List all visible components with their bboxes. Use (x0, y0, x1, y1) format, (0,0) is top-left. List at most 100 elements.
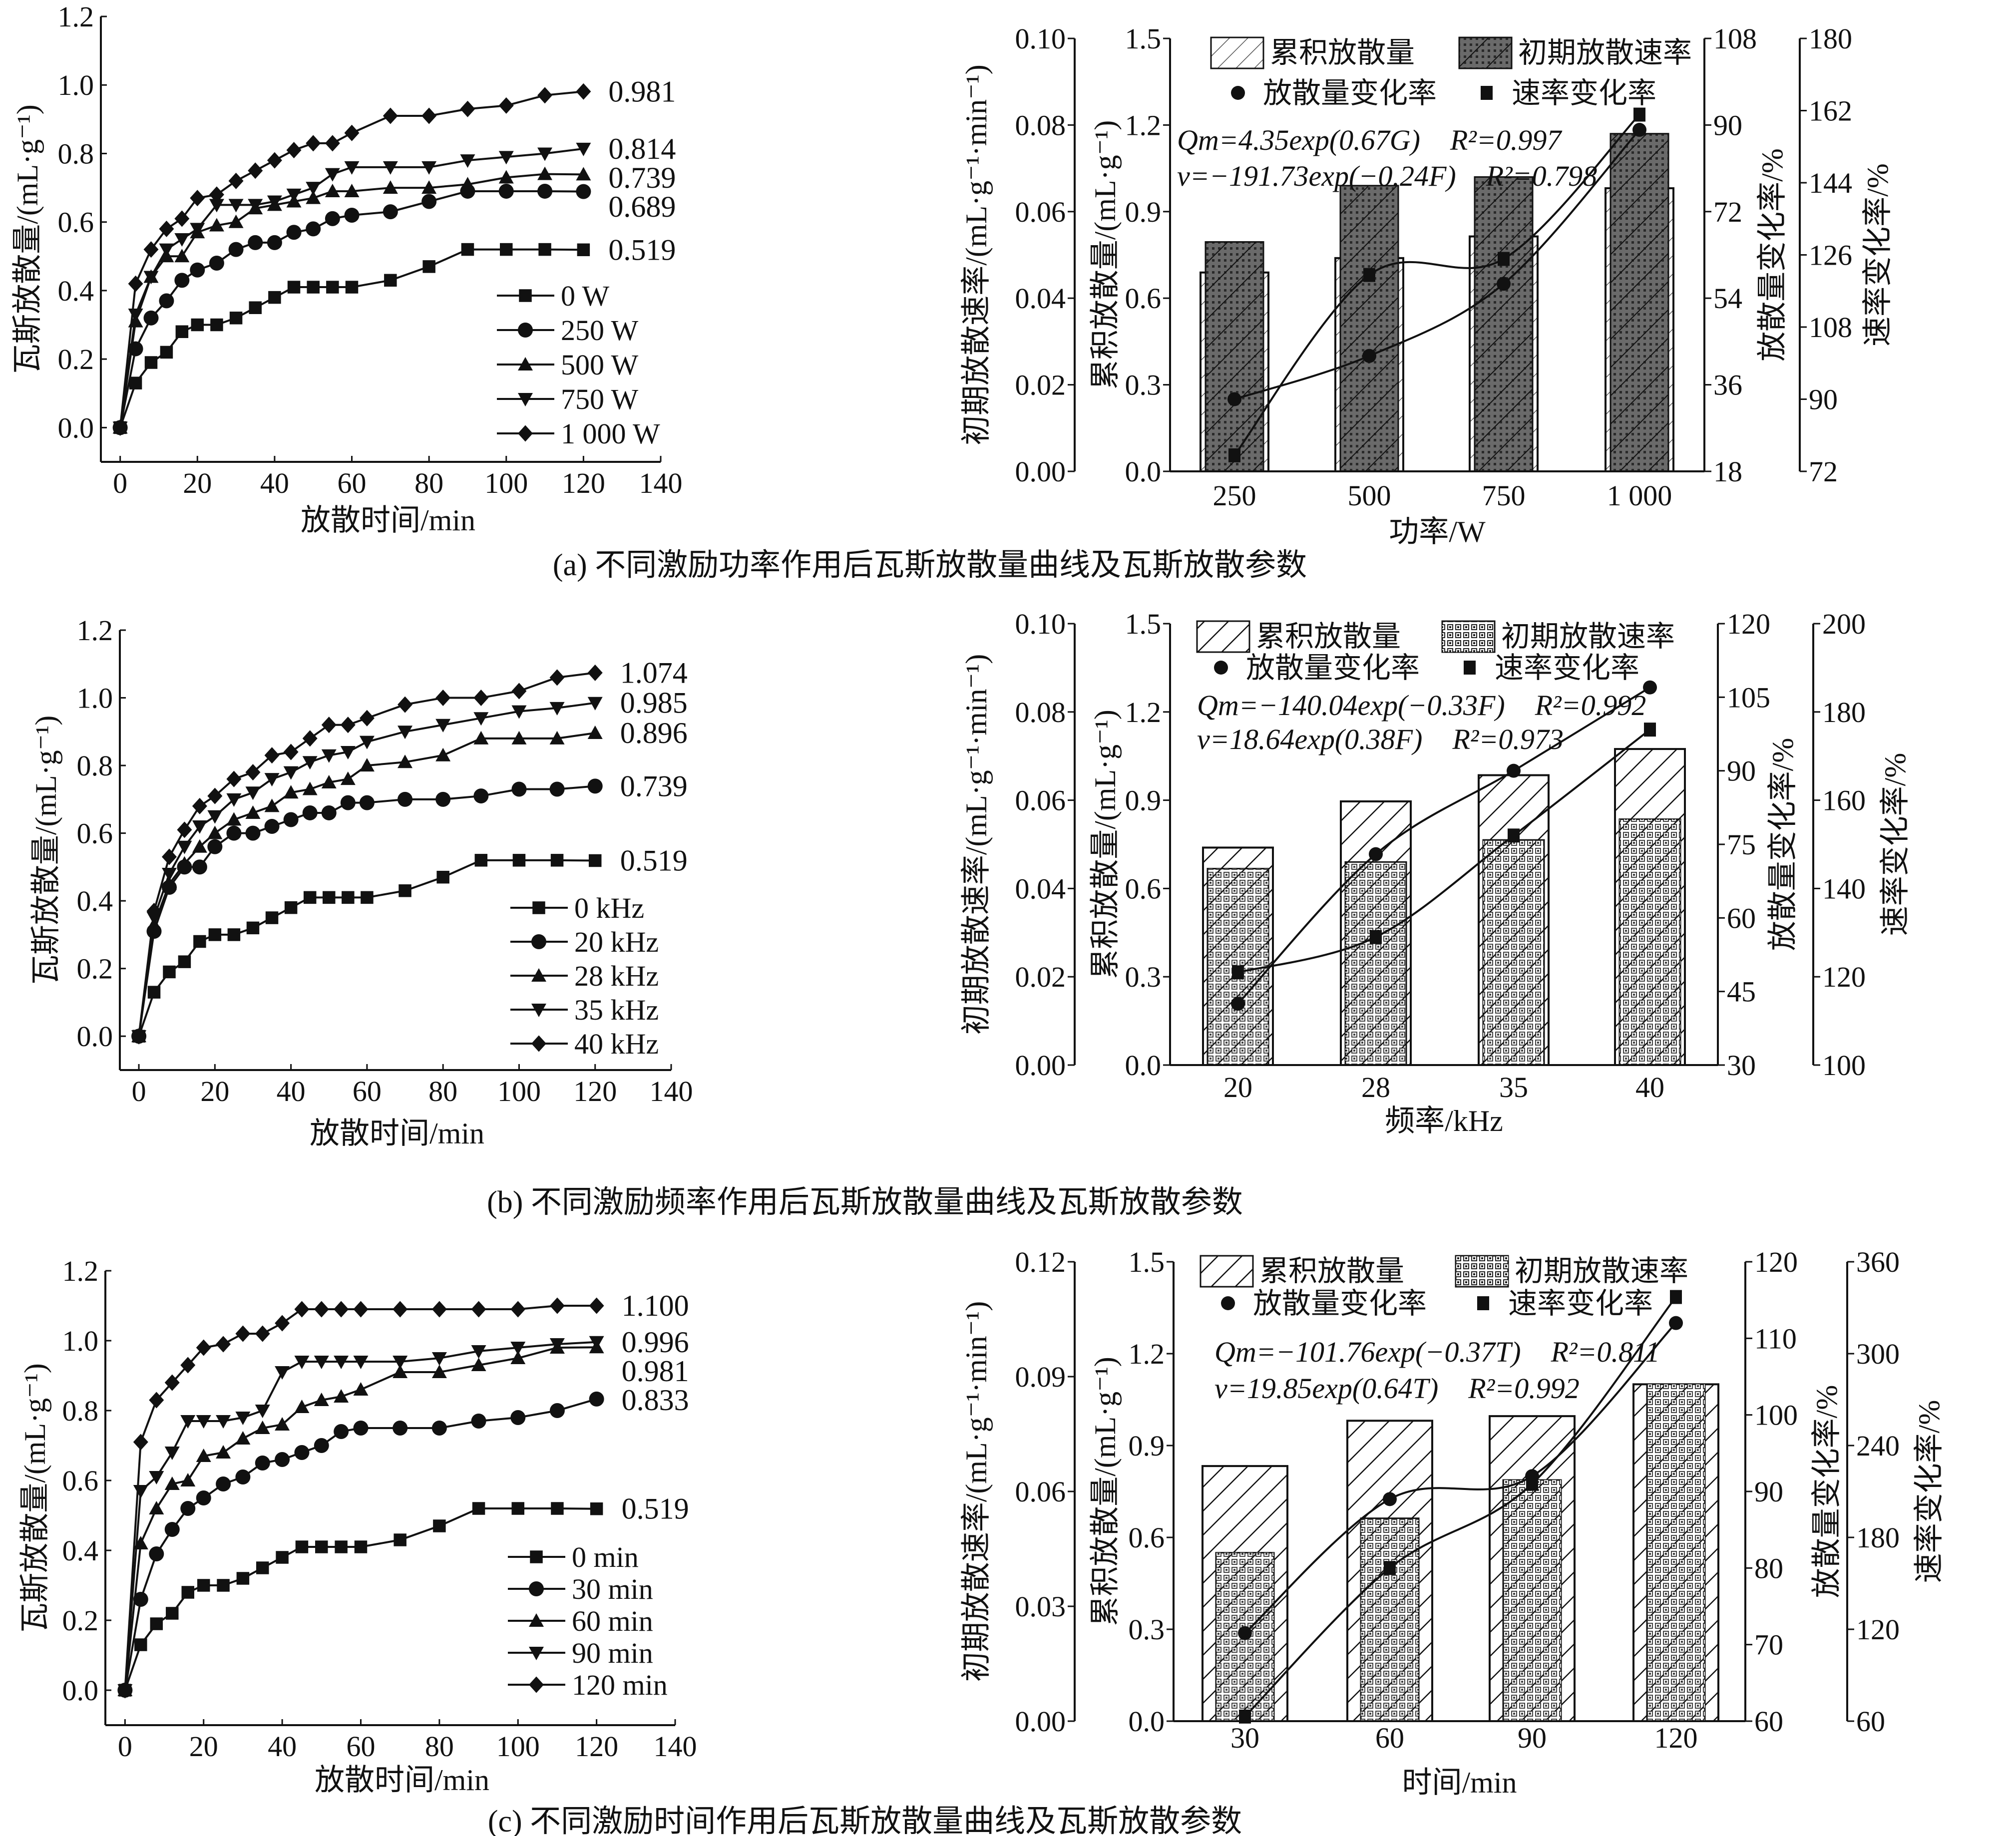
square-marker (265, 911, 279, 924)
emission-change-point (1238, 1626, 1252, 1640)
circle-marker (286, 225, 302, 240)
triangle-up-marker (196, 1449, 211, 1462)
line-chart-b-curves: 0 20 40 60 80 100 120 140 0.0 0.2 0.4 0.6 0.8 1.0 1.2 瓦… (29, 614, 693, 1150)
triangle-up-marker (359, 758, 375, 772)
emission-change-point (1497, 277, 1511, 291)
circle-marker (180, 1501, 196, 1516)
diamond-marker (209, 186, 224, 203)
triangle-up-marker (340, 771, 356, 785)
circle-marker (589, 1391, 604, 1407)
square-marker (538, 243, 551, 256)
y-tick-label: 0.08 (1015, 109, 1066, 141)
circle-marker (353, 1421, 369, 1436)
category-label: 28 (1361, 1071, 1390, 1103)
y-tick-label: 1.2 (77, 614, 113, 647)
triangle-down-marker (235, 1412, 251, 1425)
triangle-up-marker (264, 798, 280, 812)
diamond-marker (180, 1357, 196, 1374)
triangle-down-marker (587, 697, 603, 711)
y-tick-label: 0.0 (58, 411, 94, 444)
legend-label: 500 W (561, 349, 638, 381)
end-value-label: 0.739 (608, 161, 676, 194)
triangle-down-marker (128, 308, 143, 322)
y-tick-label: 100 (1754, 1399, 1798, 1432)
x-tick-label: 60 (346, 1730, 375, 1763)
rate-change-point (1633, 107, 1645, 122)
square-marker (166, 1607, 179, 1620)
emission-change-point (1632, 123, 1646, 137)
triangle-up-marker (245, 805, 261, 819)
circle-marker (226, 825, 242, 841)
x-tick-label: 100 (484, 467, 528, 499)
y-tick-label: 162 (1809, 95, 1852, 127)
triangle-down-marker (576, 142, 591, 156)
triangle-down-marker (302, 756, 318, 770)
y-tick-label: 200 (1822, 608, 1866, 640)
legend-label: 35 kHz (574, 994, 659, 1026)
diamond-marker (112, 419, 128, 436)
line-chart-c-curves: 0 20 40 60 80 100 120 140 0.0 0.2 0.4 0.6 0.8 1.0 1.2 瓦… (18, 1255, 697, 1797)
square-marker (295, 1540, 309, 1553)
triangle-down-marker (306, 182, 321, 196)
x-tick-label: 140 (650, 1075, 693, 1107)
square-marker (512, 854, 526, 867)
y-tick-label: 0.4 (58, 275, 94, 307)
y-tick-label: 0.9 (1125, 196, 1162, 228)
legend-label: 初期放散速率 (1515, 1255, 1688, 1287)
triangle-down-marker (226, 793, 242, 807)
legend-label: 累积放散量 (1256, 620, 1401, 653)
legend-item: 30 min (508, 1573, 653, 1605)
diamond-marker (245, 764, 261, 781)
triangle-up-marker (510, 1351, 526, 1364)
circle-marker (325, 211, 340, 226)
x-axis-label: 放散时间/min (315, 1764, 489, 1797)
triangle-down-marker (275, 1366, 290, 1380)
legend-label: 120 min (572, 1669, 668, 1701)
circle-marker (264, 819, 280, 834)
fit-curve (1244, 1322, 1677, 1634)
circle-marker (431, 1421, 447, 1436)
x-axis-label: 频率/kHz (1385, 1104, 1503, 1137)
y-axis-label-cum: 累积放散量/(mL·g⁻¹) (1089, 1357, 1122, 1626)
emission-change-point (1362, 349, 1376, 363)
category-label: 500 (1348, 479, 1391, 512)
triangle-down-marker (209, 199, 224, 213)
legend-label: 40 kHz (574, 1028, 659, 1060)
y-tick-label: 360 (1856, 1246, 1900, 1278)
x-tick-label: 140 (639, 467, 683, 499)
diamond-marker (510, 1301, 526, 1318)
square-marker (144, 356, 158, 369)
rate-change-point (1644, 723, 1656, 737)
end-value-label: 0.833 (622, 1384, 689, 1417)
square-marker (193, 935, 206, 948)
y-tick-label: 0.04 (1015, 872, 1066, 905)
category-label: 40 (1635, 1071, 1664, 1103)
circle-marker (587, 778, 603, 794)
legend-label: 放散量变化率 (1246, 652, 1420, 684)
y-tick-label: 105 (1727, 681, 1770, 714)
square-marker (134, 1638, 147, 1651)
triangle-up-marker (529, 1613, 544, 1627)
legend-label: 放散量变化率 (1253, 1287, 1427, 1320)
y-tick-label: 0.6 (1125, 282, 1162, 315)
y-tick-label: 1.5 (1125, 608, 1162, 640)
diamond-marker (325, 135, 340, 152)
triangle-down-marker (248, 199, 263, 213)
circle-marker (344, 207, 360, 223)
triangle-up-marker (192, 839, 207, 853)
diamond-marker (344, 124, 360, 141)
r-squared: R²=0.992 (1535, 689, 1646, 722)
triangle-down-marker (216, 1415, 231, 1429)
y-tick-label: 180 (1856, 1521, 1900, 1554)
x-tick-label: 80 (414, 467, 443, 499)
diamond-marker (192, 797, 207, 814)
triangle-down-marker (321, 749, 337, 763)
triangle-up-marker (283, 785, 299, 799)
triangle-down-marker (359, 735, 375, 749)
square-marker (163, 965, 176, 979)
rate-change-point (1228, 448, 1240, 462)
triangle-down-marker (529, 1647, 544, 1660)
triangle-up-marker (383, 180, 398, 194)
fit-curve (1233, 114, 1640, 456)
